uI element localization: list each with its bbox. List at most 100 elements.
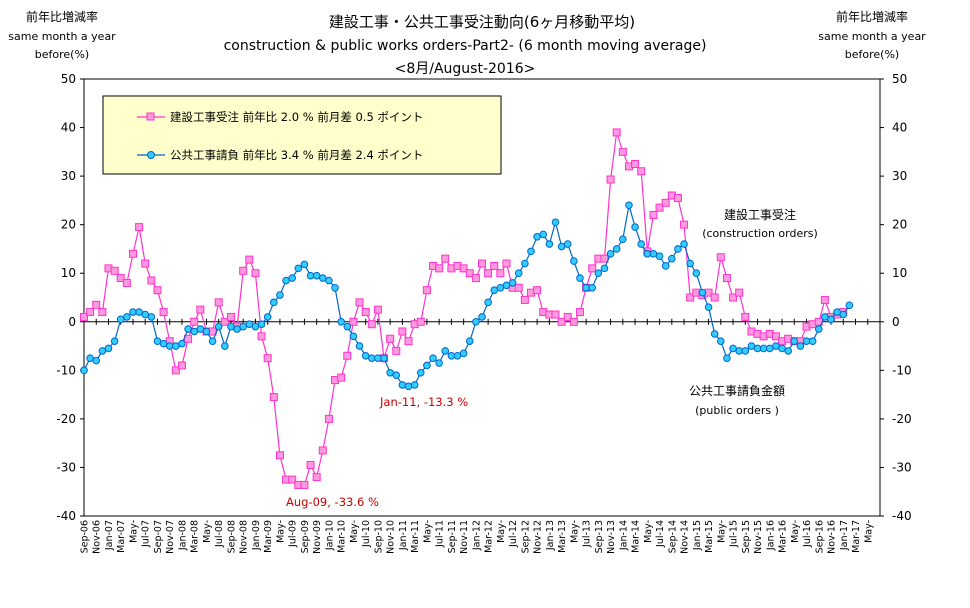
public-label-jp: 公共工事請負金額 xyxy=(689,383,785,398)
public-point xyxy=(778,344,786,353)
construction-point xyxy=(575,308,584,317)
left-axis-caption-jp: 前年比増減率 xyxy=(26,9,98,24)
public-point xyxy=(717,337,725,346)
public-point xyxy=(453,351,462,360)
x-tick-label: May- xyxy=(202,520,213,543)
construction-point xyxy=(722,274,731,283)
construction-point xyxy=(459,264,468,273)
y-tick-label-left: 50 xyxy=(61,72,76,86)
construction-point xyxy=(551,310,560,319)
x-tick-label: May- xyxy=(128,520,139,543)
public-point xyxy=(282,276,290,285)
public-point xyxy=(251,322,260,331)
chart-title: 建設工事・公共工事受注動向(6ヶ月移動平均) xyxy=(329,13,635,31)
x-tick-label: Mar-16 xyxy=(778,520,789,553)
public-point xyxy=(404,382,413,391)
construction-point xyxy=(820,295,829,304)
y-tick-label-right: -10 xyxy=(892,363,912,377)
y-tick-label-left: -10 xyxy=(56,363,76,377)
public-point xyxy=(306,271,315,280)
construction-point xyxy=(275,451,284,460)
construction-point xyxy=(392,346,401,355)
public-point xyxy=(692,269,701,278)
public-point xyxy=(496,283,505,292)
public-point xyxy=(796,342,805,350)
construction-point xyxy=(269,393,278,402)
construction-point xyxy=(416,317,425,326)
right-axis-caption-jp: 前年比増減率 xyxy=(836,9,908,24)
construction-point xyxy=(465,269,474,278)
public-point xyxy=(410,381,419,389)
y-tick-label-right: 20 xyxy=(892,218,907,232)
construction-point xyxy=(214,298,223,307)
construction-point xyxy=(741,312,750,321)
construction-point xyxy=(373,305,382,314)
x-tick-label: Jul-15 xyxy=(729,520,740,548)
public-point xyxy=(502,281,511,290)
construction-point xyxy=(153,286,162,295)
construction-point xyxy=(318,446,327,455)
construction-point xyxy=(245,255,254,264)
x-tick-label: Sep-07 xyxy=(153,520,164,553)
public-point xyxy=(202,327,211,336)
construction-point xyxy=(177,361,186,370)
left-axis-caption-en: same month a year xyxy=(8,30,116,43)
x-axis-ticks: Sep-06 Nov-06 Jan-07 Mar-07 May- Jul-07 Sep-07… xyxy=(80,318,874,554)
public-point xyxy=(221,342,229,350)
public-point xyxy=(355,342,364,350)
construction-point xyxy=(729,293,738,302)
public-point xyxy=(459,349,468,358)
construction-point xyxy=(263,354,272,363)
public-point xyxy=(472,317,480,326)
public-point xyxy=(361,351,370,360)
x-tick-label: May- xyxy=(643,520,654,543)
construction-point xyxy=(490,261,499,270)
construction-point xyxy=(533,286,542,295)
public-point xyxy=(208,337,217,346)
public-point xyxy=(723,354,731,362)
public-point xyxy=(637,240,646,248)
construction-point xyxy=(502,259,511,268)
public-point xyxy=(165,342,174,350)
public-point xyxy=(110,337,119,346)
y-tick-label-right: 40 xyxy=(892,121,907,135)
public-point xyxy=(116,315,125,324)
public-point xyxy=(349,332,358,341)
public-point xyxy=(698,288,707,297)
x-tick-label: Jan-07 xyxy=(104,520,115,551)
x-tick-label: Jul-13 xyxy=(582,520,593,548)
construction-point xyxy=(312,473,321,482)
public-point xyxy=(551,218,560,227)
construction-point xyxy=(257,332,266,341)
public-point xyxy=(484,298,492,307)
x-tick-label: Jul-14 xyxy=(655,520,666,548)
construction-point xyxy=(716,253,725,262)
construction-point xyxy=(147,276,156,285)
x-tick-label: Jan-10 xyxy=(324,520,335,551)
public-point xyxy=(539,230,548,239)
construction-point xyxy=(478,259,486,268)
public-point xyxy=(588,283,597,292)
y-tick-label-right: -30 xyxy=(892,460,912,474)
construction-point xyxy=(557,317,566,326)
construction-point xyxy=(655,203,664,212)
y-tick-label-left: 20 xyxy=(61,218,76,232)
x-tick-label: Sep-16 xyxy=(814,520,825,553)
legend-box xyxy=(102,95,502,175)
x-tick-label: May- xyxy=(716,520,727,543)
plot-frame xyxy=(83,78,881,517)
x-tick-label: Jan-15 xyxy=(692,520,703,551)
construction-point xyxy=(128,249,137,258)
x-tick-label: Mar-12 xyxy=(484,520,495,553)
public-point xyxy=(753,344,762,353)
public-point xyxy=(343,322,352,331)
y-tick-label-left: 40 xyxy=(61,121,76,135)
public-point xyxy=(153,337,162,346)
x-tick-label: Jan-16 xyxy=(765,520,776,551)
construction-point xyxy=(196,305,205,314)
public-point xyxy=(582,283,590,292)
legend-public-label: 公共工事請負 前年比 3.4 % 前月差 2.4 ポイント xyxy=(170,148,423,162)
x-tick-label: Nov-12 xyxy=(533,520,544,554)
y-tick-label-left: -40 xyxy=(56,509,76,523)
construction-point xyxy=(386,334,395,343)
